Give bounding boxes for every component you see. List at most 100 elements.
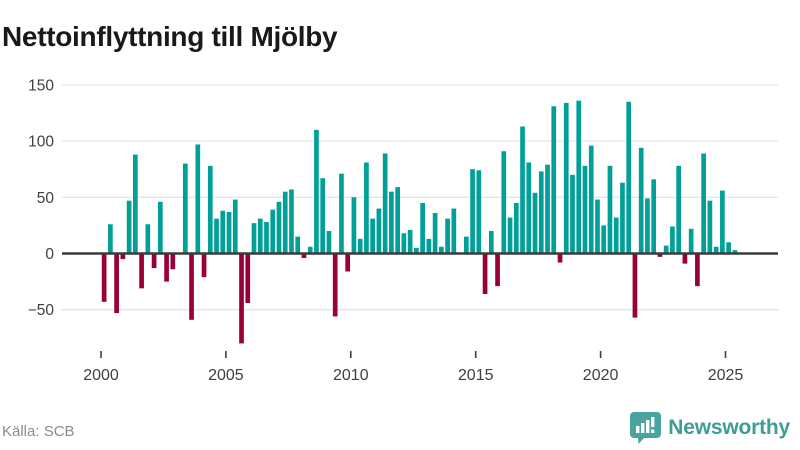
bar-negative	[557, 253, 563, 263]
bar-negative	[101, 253, 107, 302]
x-axis-label: 2010	[333, 367, 369, 384]
bar-positive	[351, 197, 357, 254]
bar-positive	[376, 208, 382, 254]
bar-positive	[133, 154, 138, 254]
bar-positive	[195, 144, 201, 254]
bar-positive	[214, 218, 219, 254]
bar-positive	[426, 238, 432, 254]
bar-positive	[157, 201, 163, 254]
bar-positive	[582, 165, 588, 254]
y-axis-label: 100	[28, 134, 54, 151]
logo-exclamation-bar	[651, 417, 655, 427]
bar-positive	[701, 153, 706, 254]
bar-positive	[663, 245, 669, 254]
bar-positive	[339, 173, 344, 254]
bar-positive	[414, 247, 419, 254]
bar-positive	[670, 226, 675, 254]
y-axis-label: −50	[28, 302, 55, 319]
bar-negative	[482, 253, 488, 294]
x-axis-label: 2000	[83, 367, 119, 384]
bar-negative	[632, 253, 638, 318]
bar-negative	[245, 253, 251, 303]
bar-negative	[657, 253, 663, 257]
bar-positive	[145, 224, 151, 254]
bar-positive	[570, 174, 575, 254]
bar-positive	[620, 182, 625, 254]
bar-negative	[201, 253, 207, 278]
bar-positive	[108, 224, 113, 254]
bar-positive	[507, 217, 513, 254]
x-axis-label: 2005	[208, 367, 244, 384]
bar-positive	[726, 242, 731, 254]
bar-positive	[226, 211, 232, 254]
y-axis-label: 50	[37, 190, 55, 207]
bar-negative	[120, 253, 126, 260]
bar-negative	[332, 253, 338, 317]
bar-negative	[695, 253, 700, 287]
bar-positive	[595, 199, 600, 254]
bar-positive	[601, 225, 607, 254]
bar-positive	[445, 218, 450, 254]
bar-positive	[451, 208, 457, 254]
bar-positive	[126, 200, 132, 254]
bar-positive	[395, 187, 400, 254]
bar-positive	[638, 147, 644, 254]
bar-negative	[495, 253, 500, 287]
logo-bar	[641, 423, 645, 433]
bar-positive	[576, 100, 582, 254]
bar-positive	[626, 101, 632, 254]
bar-positive	[607, 165, 613, 254]
bar-negative	[301, 253, 307, 258]
bar-positive	[282, 191, 288, 254]
y-axis-label: 150	[28, 77, 54, 94]
bar-positive	[470, 169, 475, 254]
bar-positive	[463, 236, 469, 254]
bar-positive	[232, 199, 238, 254]
bar-positive	[563, 102, 569, 254]
speech-bubble-shape	[630, 412, 662, 444]
bar-positive	[432, 213, 438, 254]
bar-positive	[401, 233, 407, 254]
bar-positive	[476, 170, 482, 254]
bar-positive	[207, 165, 213, 254]
bar-chart: 150 100 50 0 −50 2000 2005 2010 2015 2020 2025	[28, 77, 778, 384]
bar-positive	[382, 153, 388, 254]
x-axis-label: 2020	[583, 367, 619, 384]
bar-positive	[364, 162, 369, 254]
bar-positive	[439, 246, 444, 254]
bar-positive	[276, 201, 282, 254]
bar-positive	[526, 162, 532, 254]
y-axis-label: 0	[45, 246, 54, 263]
bar-positive	[520, 126, 525, 254]
bar-positive	[651, 179, 657, 254]
bar-positive	[307, 246, 313, 254]
bar-positive	[545, 164, 550, 254]
bar-positive	[182, 163, 188, 254]
bar-positive	[370, 218, 376, 254]
bar-negative	[139, 253, 144, 289]
bar-negative	[189, 253, 194, 320]
bar-positive	[720, 190, 725, 254]
bar-positive	[538, 171, 544, 254]
bar-positive	[326, 231, 332, 254]
x-axis-label: 2025	[708, 367, 744, 384]
x-axis-label: 2015	[458, 367, 494, 384]
bar-positive	[257, 218, 263, 254]
bar-positive	[270, 209, 276, 254]
bar-positive	[314, 129, 319, 254]
bar-negative	[114, 253, 119, 314]
bar-positive	[389, 191, 394, 254]
logo-bar	[646, 420, 650, 433]
bar-negative	[170, 253, 176, 270]
bar-positive	[420, 202, 425, 254]
bar-negative	[164, 253, 169, 282]
bar-positive	[532, 192, 538, 254]
bar-positive	[513, 202, 519, 254]
bar-positive	[676, 165, 682, 254]
logo-bar	[636, 426, 640, 433]
bar-positive	[488, 231, 494, 254]
bar-positive	[707, 200, 713, 254]
bar-negative	[151, 253, 157, 269]
bar-positive	[613, 217, 619, 254]
bar-positive	[732, 250, 738, 254]
